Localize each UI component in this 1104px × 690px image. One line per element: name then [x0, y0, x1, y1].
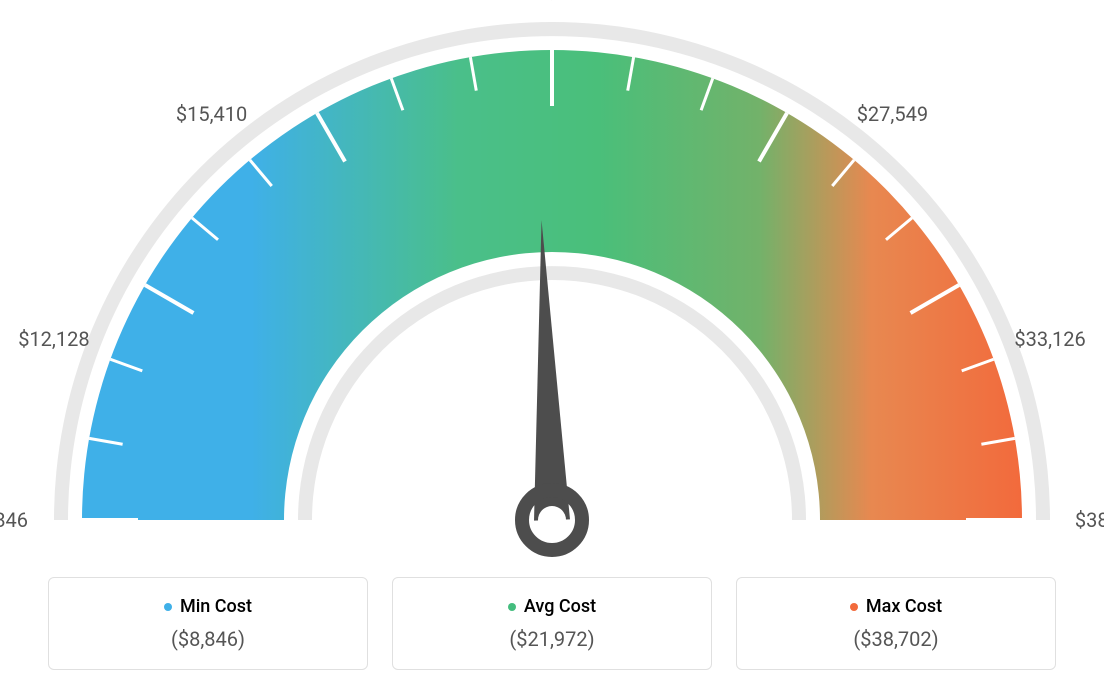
legend-value-min: ($8,846) [61, 627, 355, 651]
legend-title-min: Min Cost [164, 596, 252, 617]
gauge-chart: $8,846 $12,128 $15,410 $21,972 $27,549 $33,12… [0, 0, 1104, 560]
legend-card-avg: Avg Cost ($21,972) [392, 577, 712, 671]
legend-value-max: ($38,702) [749, 627, 1043, 651]
gauge-tick-label: $21,972 [516, 0, 587, 2]
legend-label-avg: Avg Cost [524, 596, 596, 617]
legend-title-avg: Avg Cost [508, 596, 596, 617]
legend-row: Min Cost ($8,846) Avg Cost ($21,972) Max… [0, 577, 1104, 671]
gauge-tick-label: $12,128 [18, 327, 89, 351]
legend-dot-min [164, 603, 172, 611]
gauge-tick-label: $33,126 [1014, 327, 1085, 351]
legend-card-max: Max Cost ($38,702) [736, 577, 1056, 671]
gauge-tick-label: $27,549 [857, 102, 928, 126]
legend-dot-max [850, 603, 858, 611]
legend-label-max: Max Cost [866, 596, 942, 617]
legend-label-min: Min Cost [180, 596, 252, 617]
legend-card-min: Min Cost ($8,846) [48, 577, 368, 671]
legend-dot-avg [508, 603, 516, 611]
legend-value-avg: ($21,972) [405, 627, 699, 651]
legend-title-max: Max Cost [850, 596, 942, 617]
gauge-tick-label: $38,702 [1075, 508, 1104, 532]
gauge-tick-label: $15,410 [176, 102, 247, 126]
gauge-tick-label: $8,846 [0, 508, 28, 532]
gauge-svg [0, 0, 1104, 560]
